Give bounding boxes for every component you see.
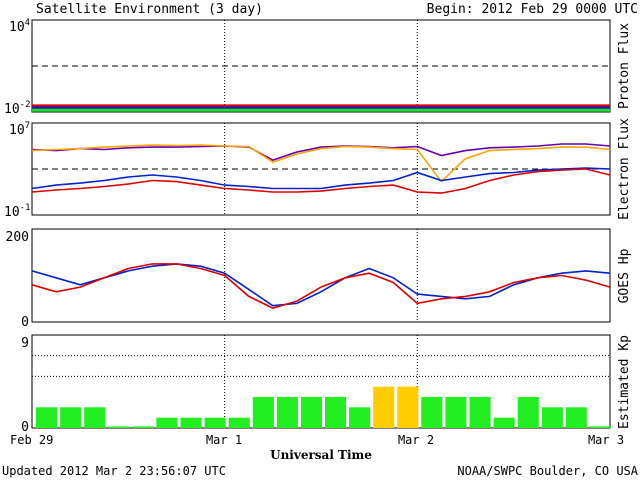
goes-ytick-bottom: 0 <box>21 315 29 330</box>
series-line-blue <box>31 263 611 307</box>
proton-ytick-bottom: 10-2 <box>4 100 31 117</box>
kp-bar <box>421 397 443 428</box>
kp-bar <box>373 386 395 428</box>
xtick-mar3: Mar 3 <box>588 433 624 447</box>
series-line-red <box>31 263 611 309</box>
kp-bar <box>517 397 539 428</box>
updated-time: Updated 2012 Mar 2 23:56:07 UTC <box>2 464 226 478</box>
kp-ytick-bottom: 0 <box>21 420 29 435</box>
kp-bar <box>180 417 202 428</box>
xaxis-title: Universal Time <box>270 448 372 462</box>
proton-ylabel: Proton Flux <box>617 23 632 109</box>
kp-bar <box>36 407 58 428</box>
kp-bar <box>300 397 322 428</box>
kp-bar <box>108 426 130 428</box>
kp-bar <box>541 407 563 428</box>
kp-bar <box>565 407 587 428</box>
kp-bar <box>132 426 154 428</box>
chart-title: Satellite Environment (3 day) <box>36 2 263 17</box>
kp-bar <box>589 426 611 428</box>
kp-bar <box>276 397 298 428</box>
kp-bar <box>493 417 515 428</box>
series-line-purple <box>31 143 611 161</box>
electron-ylabel: Electron Flux <box>617 118 632 220</box>
kp-bar <box>349 407 371 428</box>
kp-bar <box>228 417 250 428</box>
xtick-mar1: Mar 1 <box>206 433 242 447</box>
kp-bar <box>84 407 106 428</box>
goes-ylabel: GOES Hp <box>617 248 632 303</box>
credit: NOAA/SWPC Boulder, CO USA <box>457 464 638 478</box>
kp-bar <box>469 397 491 428</box>
kp-bar <box>325 397 347 428</box>
goes-ytick-top: 200 <box>6 230 29 245</box>
series-line-orange <box>31 144 611 183</box>
begin-time: Begin: 2012 Feb 29 0000 UTC <box>427 2 638 17</box>
electron-ytick-bottom: 10-1 <box>4 203 31 220</box>
goes-hp-panel <box>31 228 611 323</box>
kp-bar <box>204 417 226 428</box>
kp-bar <box>252 397 274 428</box>
kp-ytick-top: 9 <box>21 336 29 351</box>
series-line-blue <box>31 167 611 190</box>
series-line-red <box>31 168 611 194</box>
proton-ytick-top: 104 <box>9 18 30 35</box>
kp-ylabel: Estimated Kp <box>617 335 632 429</box>
electron-ytick-top: 107 <box>9 121 30 138</box>
xtick-mar2: Mar 2 <box>398 433 434 447</box>
xtick-feb29: Feb 29 <box>10 433 53 447</box>
kp-bar <box>156 417 178 428</box>
kp-bar <box>445 397 467 428</box>
kp-bar <box>397 386 419 428</box>
kp-bar <box>60 407 82 428</box>
